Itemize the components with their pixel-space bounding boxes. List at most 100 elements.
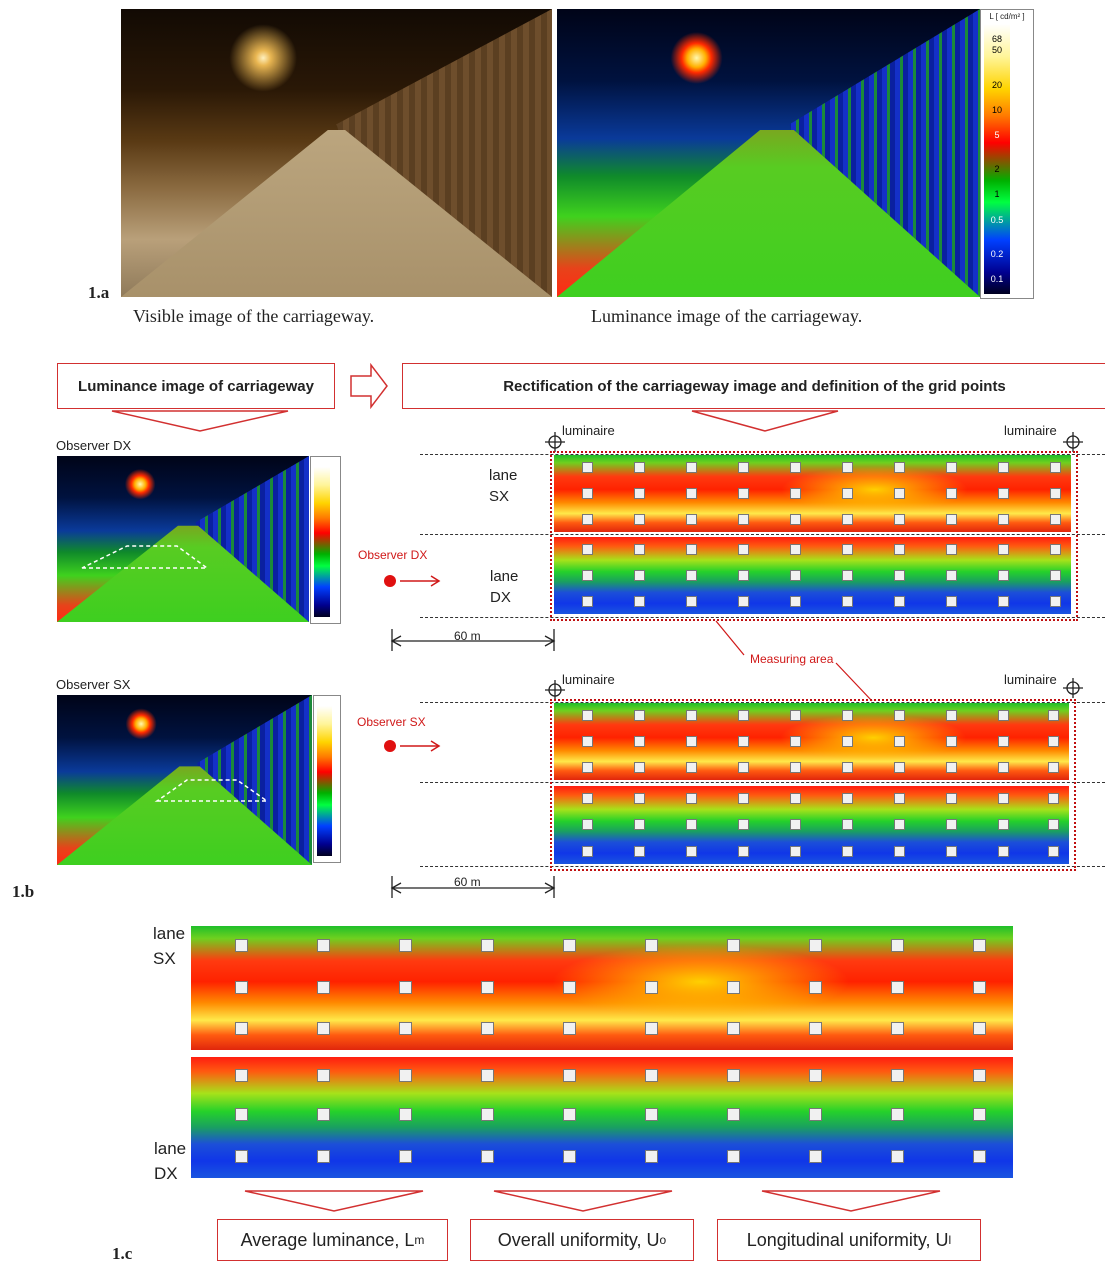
grid-dx-heatmap-dx <box>554 537 1071 614</box>
grid-point <box>645 1069 658 1082</box>
scale-tick: 68 <box>991 34 1002 44</box>
grid-point <box>481 939 494 952</box>
measuring-area-dx <box>550 451 1078 621</box>
grid-point <box>1050 462 1061 473</box>
grid-point <box>634 514 645 525</box>
lane-word: lane <box>153 924 186 943</box>
measuring-area-callout <box>715 620 873 702</box>
observer-dx-image <box>57 456 309 622</box>
grid-point <box>235 1022 248 1035</box>
grid-point <box>894 570 905 581</box>
grid-point <box>998 514 1009 525</box>
grid-point <box>790 596 801 607</box>
grid-point <box>973 1022 986 1035</box>
grid-point <box>842 514 853 525</box>
grid-point <box>998 596 1009 607</box>
lane-id: DX <box>154 1164 178 1183</box>
grid-point <box>894 596 905 607</box>
grid-point <box>842 819 853 830</box>
grid-point <box>946 819 957 830</box>
observer-dx-arrow-label: Observer DX <box>358 548 428 562</box>
grid-point <box>481 981 494 994</box>
grid-point <box>973 939 986 952</box>
lane-dx-label: lane DX <box>490 566 518 608</box>
down-funnel-output-2 <box>493 1190 673 1212</box>
grid-sx-heatmap-sx <box>554 703 1069 780</box>
lane-line <box>420 782 1105 783</box>
grid-point <box>946 596 957 607</box>
grid-point <box>1048 846 1059 857</box>
scale-ticks: 68 50 20 10 5 2 1 0.5 0.2 0.1 <box>983 24 1011 294</box>
grid-point <box>790 570 801 581</box>
grid-point <box>842 736 853 747</box>
grid-point <box>727 1150 740 1163</box>
observer-sx-scale <box>313 695 341 863</box>
grid-point <box>686 596 697 607</box>
grid-point <box>738 462 749 473</box>
right-arrow-icon <box>350 363 388 409</box>
grid-point <box>894 846 905 857</box>
grid-point <box>946 846 957 857</box>
lane-id: SX <box>489 488 510 505</box>
grid-point <box>946 488 957 499</box>
grid-point <box>894 462 905 473</box>
output-text: Overall uniformity, U <box>497 1229 660 1250</box>
grid-point <box>842 793 853 804</box>
observer-sx-marker <box>384 740 396 752</box>
luminaire-label: luminaire <box>562 672 615 687</box>
lane-dx-label-c: lane DX <box>154 1136 186 1186</box>
grid-point <box>645 981 658 994</box>
grid-point <box>738 488 749 499</box>
box-rectification: Rectification of the carriageway image a… <box>402 363 1105 409</box>
grid-point <box>1050 596 1061 607</box>
lane-line <box>420 702 1105 703</box>
observer-sx-title: Observer SX <box>56 677 131 692</box>
grid-point <box>973 1108 986 1121</box>
grid-point <box>946 514 957 525</box>
grid-point <box>998 793 1009 804</box>
grid-point <box>634 846 645 857</box>
grid-point <box>399 1108 412 1121</box>
grid-point <box>317 1022 330 1035</box>
scale-tick: 5 <box>994 130 1000 140</box>
grid-point <box>946 462 957 473</box>
grid-point <box>946 544 957 555</box>
grid-point <box>317 981 330 994</box>
lane-sx-label: lane SX <box>489 465 517 507</box>
luminaire-icon <box>545 680 565 700</box>
grid-point <box>582 736 593 747</box>
grid-point <box>973 1069 986 1082</box>
lane-line <box>420 866 1105 867</box>
grid-point <box>727 939 740 952</box>
grid-point <box>582 762 593 773</box>
observer-sx-arrow-label: Observer SX <box>357 715 426 729</box>
grid-point <box>946 762 957 773</box>
caption-visible: Visible image of the carriageway. <box>133 306 375 326</box>
scale-bar <box>984 24 1010 294</box>
lane-word: lane <box>154 1139 187 1158</box>
grid-point <box>645 1022 658 1035</box>
grid-point <box>842 710 853 721</box>
grid-point <box>481 1150 494 1163</box>
grid-point <box>399 1150 412 1163</box>
lane-word: lane <box>489 467 518 484</box>
grid-point <box>1050 514 1061 525</box>
output-subscript: o <box>659 1233 667 1247</box>
grid-point <box>634 570 645 581</box>
grid-point <box>582 846 593 857</box>
panel-label-b: 1.b <box>12 882 35 901</box>
measuring-area-sx <box>550 699 1076 871</box>
grid-point <box>891 1108 904 1121</box>
observer-dx-scale-bar <box>314 467 330 617</box>
lane-line <box>420 454 1105 455</box>
grid-point <box>738 544 749 555</box>
scale-title: L [ cd/m² ] <box>989 12 1025 21</box>
grid-point <box>842 762 853 773</box>
output-subscript: m <box>414 1233 425 1247</box>
down-funnel-output-1 <box>244 1190 424 1212</box>
grid-point <box>738 596 749 607</box>
grid-point <box>399 981 412 994</box>
box-luminance-image: Luminance image of carriageway <box>57 363 335 409</box>
grid-point <box>998 819 1009 830</box>
